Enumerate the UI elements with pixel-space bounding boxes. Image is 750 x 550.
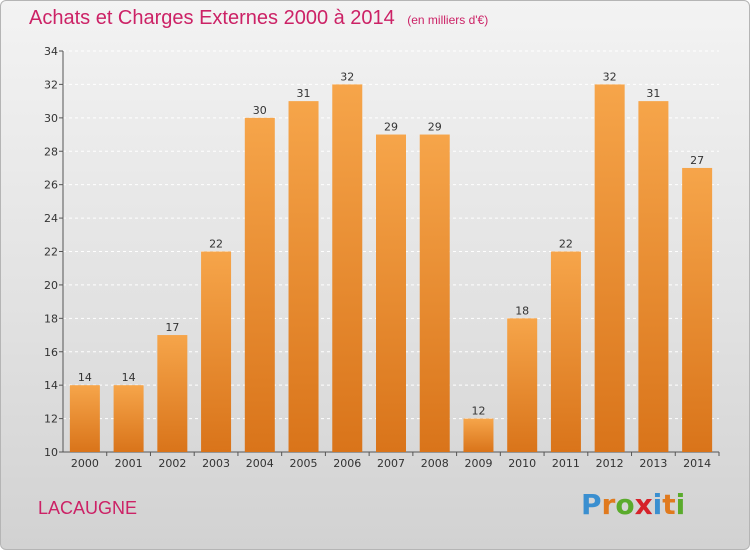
brand-letter: i [652, 488, 663, 521]
bar [638, 101, 669, 452]
labels: 10 12 14 16 18 20 22 24 26 28 30 32 34 14 2000 14 2001 17… [44, 45, 711, 470]
data-label: 22 [559, 238, 573, 251]
data-label: 14 [122, 371, 136, 384]
x-tick-label: 2001 [115, 457, 143, 470]
data-label: 32 [603, 70, 617, 83]
y-tick-label: 20 [44, 279, 58, 292]
y-tick-label: 22 [44, 246, 58, 259]
bar [157, 335, 188, 452]
data-label: 29 [428, 121, 442, 134]
data-label: 31 [646, 87, 660, 100]
x-tick-label: 2009 [464, 457, 492, 470]
x-tick-label: 2011 [552, 457, 580, 470]
brand-letter: P [581, 488, 602, 521]
y-tick-label: 28 [44, 145, 58, 158]
bar [550, 251, 581, 452]
bar [507, 318, 538, 452]
data-label: 12 [471, 405, 485, 418]
unit-note: (en milliers d'€) [407, 13, 489, 27]
y-tick-label: 24 [44, 212, 58, 225]
x-tick-label: 2006 [333, 457, 361, 470]
y-tick-label: 26 [44, 179, 58, 192]
x-tick-label: 2008 [421, 457, 449, 470]
y-tick-label: 34 [44, 45, 58, 58]
place-name: LACAUGNE [38, 498, 138, 518]
chart-title: Achats et Charges Externes 2000 à 2014 (… [29, 7, 488, 30]
data-label: 30 [253, 104, 267, 117]
title-text: Achats et Charges Externes 2000 à 2014 [29, 7, 395, 29]
y-tick-label: 14 [44, 379, 58, 392]
bar [463, 418, 494, 452]
data-label: 27 [690, 154, 704, 167]
x-tick-label: 2003 [202, 457, 230, 470]
bar [594, 84, 625, 453]
brand-letter: i [675, 488, 686, 521]
x-tick-label: 2012 [596, 457, 624, 470]
x-tick-label: 2014 [683, 457, 711, 470]
bar [244, 117, 275, 452]
x-tick-label: 2007 [377, 457, 405, 470]
bar [288, 101, 319, 452]
brand-letter: t [662, 488, 676, 521]
data-label: 17 [165, 321, 179, 334]
data-label: 18 [515, 304, 529, 317]
bar [201, 251, 232, 452]
bar [69, 385, 100, 452]
data-label: 32 [340, 70, 354, 83]
brand-letter: x [634, 488, 653, 521]
brand-letter: r [601, 488, 616, 521]
x-tick-label: 2004 [246, 457, 274, 470]
y-tick-label: 10 [44, 446, 58, 459]
x-tick-label: 2010 [508, 457, 536, 470]
data-label: 29 [384, 121, 398, 134]
bar [419, 134, 450, 452]
x-tick-label: 2013 [639, 457, 667, 470]
bar [682, 167, 713, 453]
y-tick-label: 18 [44, 312, 58, 325]
bar [332, 84, 363, 453]
y-tick-label: 30 [44, 112, 58, 125]
x-tick-label: 2002 [158, 457, 186, 470]
y-tick-label: 12 [44, 413, 58, 426]
x-tick-label: 2005 [290, 457, 318, 470]
brand-letter: o [615, 488, 635, 521]
bars [69, 84, 713, 453]
brand-logo: Proxiti [581, 488, 685, 521]
y-tick-label: 32 [44, 78, 58, 91]
data-label: 22 [209, 238, 223, 251]
y-tick-label: 16 [44, 346, 58, 359]
bar [113, 385, 144, 452]
data-label: 31 [297, 87, 311, 100]
x-tick-label: 2000 [71, 457, 99, 470]
data-label: 14 [78, 371, 92, 384]
bar [376, 134, 406, 452]
